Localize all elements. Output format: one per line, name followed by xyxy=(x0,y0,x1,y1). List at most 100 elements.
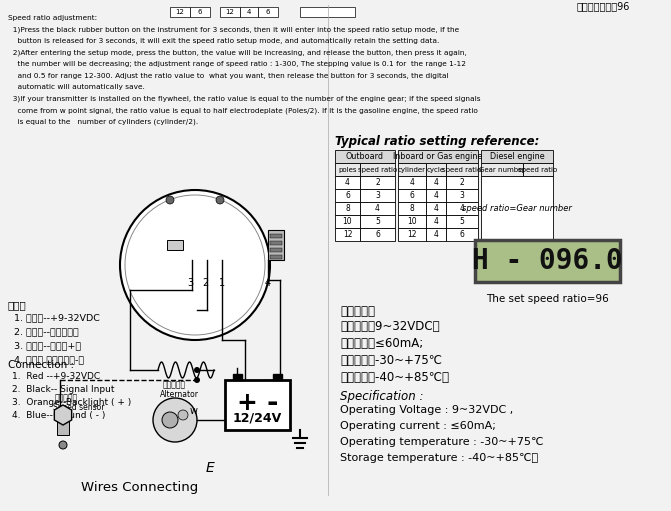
Text: 3: 3 xyxy=(460,191,464,200)
Text: 6: 6 xyxy=(198,9,202,15)
Text: 4.  Blue--Ground ( - ): 4. Blue--Ground ( - ) xyxy=(12,411,105,420)
Text: Operating Voltage : 9~32VDC ,: Operating Voltage : 9~32VDC , xyxy=(340,405,513,415)
Circle shape xyxy=(120,190,270,340)
Text: 4: 4 xyxy=(460,204,464,213)
Text: 2: 2 xyxy=(460,178,464,187)
Text: speed ratio: speed ratio xyxy=(442,167,482,173)
Bar xyxy=(335,202,360,215)
Circle shape xyxy=(178,410,188,420)
Bar xyxy=(335,189,360,202)
Text: automatic will automatically save.: automatic will automatically save. xyxy=(8,84,145,90)
Text: is equal to the   number of cylinders (cylinder/2).: is equal to the number of cylinders (cyl… xyxy=(8,119,198,125)
Bar xyxy=(398,228,426,241)
Bar xyxy=(233,374,242,380)
Text: speed ratio=Gear number: speed ratio=Gear number xyxy=(462,204,572,213)
Text: 接线：: 接线： xyxy=(8,300,27,310)
Bar xyxy=(446,189,478,202)
Bar xyxy=(268,230,284,260)
Bar xyxy=(398,189,426,202)
Text: 交流发电机: 交流发电机 xyxy=(163,380,186,389)
Text: 存储温度：-40~+85℃。: 存储温度：-40~+85℃。 xyxy=(340,371,449,384)
Text: 转速传感器: 转速传感器 xyxy=(55,393,78,402)
Bar xyxy=(426,176,446,189)
Bar xyxy=(360,202,395,215)
Circle shape xyxy=(166,196,174,204)
Text: button is released for 3 seconds, it will exit the speed ratio setup mode, and a: button is released for 3 seconds, it wil… xyxy=(8,38,440,44)
Text: 12: 12 xyxy=(343,230,352,239)
Text: cylinder: cylinder xyxy=(398,167,426,173)
Bar xyxy=(481,176,553,241)
Bar xyxy=(398,176,426,189)
Text: 4: 4 xyxy=(375,204,380,213)
Text: poles: poles xyxy=(338,167,357,173)
Bar xyxy=(523,163,553,176)
Text: H - 096.0: H - 096.0 xyxy=(472,247,623,275)
Text: 12: 12 xyxy=(225,9,234,15)
Text: Speed ratio adjustment:: Speed ratio adjustment: xyxy=(8,15,97,21)
Bar xyxy=(426,202,446,215)
Bar xyxy=(426,189,446,202)
Text: 12/24V: 12/24V xyxy=(233,411,282,424)
Bar xyxy=(398,163,426,176)
Bar xyxy=(481,163,523,176)
Text: 1. 红色线--+9-32VDC: 1. 红色线--+9-32VDC xyxy=(14,313,100,322)
Text: Inboard or Gas engine: Inboard or Gas engine xyxy=(393,152,482,161)
Text: 工作电流：≤60mA;: 工作电流：≤60mA; xyxy=(340,337,423,350)
Bar xyxy=(270,234,282,238)
Text: 6: 6 xyxy=(266,9,270,15)
Text: 6: 6 xyxy=(375,230,380,239)
Text: Alternator: Alternator xyxy=(160,390,199,399)
Text: 1)Press the black rubber button on the instrument for 3 seconds, then it will en: 1)Press the black rubber button on the i… xyxy=(8,27,459,33)
Circle shape xyxy=(194,377,200,383)
Text: Connection :: Connection : xyxy=(8,360,74,370)
Text: Outboard: Outboard xyxy=(346,152,384,161)
Bar xyxy=(481,150,553,163)
Text: 2. 黑色线--传感器信号: 2. 黑色线--传感器信号 xyxy=(14,327,79,336)
Text: 2)After entering the setup mode, press the button, the value will be increasing,: 2)After entering the setup mode, press t… xyxy=(8,50,467,56)
Text: 3: 3 xyxy=(375,191,380,200)
Bar xyxy=(170,7,190,17)
Text: 6: 6 xyxy=(409,191,415,200)
Bar xyxy=(446,228,478,241)
Text: 4: 4 xyxy=(345,178,350,187)
Text: 4: 4 xyxy=(433,191,438,200)
Bar xyxy=(398,215,426,228)
Text: 8: 8 xyxy=(409,204,415,213)
Circle shape xyxy=(59,441,67,449)
Text: Speed sensor: Speed sensor xyxy=(53,403,105,412)
Text: 4. 蓝色线 电源负极（-）: 4. 蓝色线 电源负极（-） xyxy=(14,355,84,364)
Text: 10: 10 xyxy=(343,217,352,226)
Text: Operating current : ≤60mA;: Operating current : ≤60mA; xyxy=(340,421,496,431)
Text: 工作温度：-30~+75℃: 工作温度：-30~+75℃ xyxy=(340,354,442,367)
Bar xyxy=(167,240,183,250)
Text: 6: 6 xyxy=(345,191,350,200)
Text: 技术参数：: 技术参数： xyxy=(340,305,375,318)
Text: 表示设量速比＝96: 表示设量速比＝96 xyxy=(576,1,630,11)
Text: cycle: cycle xyxy=(427,167,445,173)
Text: 4: 4 xyxy=(433,178,438,187)
Bar xyxy=(446,176,478,189)
Bar xyxy=(398,202,426,215)
Text: 4: 4 xyxy=(409,178,415,187)
Text: -: - xyxy=(266,388,278,416)
Text: 2.  Black-- Signal Input: 2. Black-- Signal Input xyxy=(12,385,115,394)
Bar xyxy=(446,163,478,176)
Text: Typical ratio setting reference:: Typical ratio setting reference: xyxy=(335,135,539,148)
Bar xyxy=(360,228,395,241)
Bar xyxy=(220,7,240,17)
Bar xyxy=(446,215,478,228)
Text: 1: 1 xyxy=(219,278,225,288)
Text: Operating temperature : -30~+75℃: Operating temperature : -30~+75℃ xyxy=(340,437,544,447)
Text: 12: 12 xyxy=(407,230,417,239)
Text: 12: 12 xyxy=(176,9,185,15)
Text: w: w xyxy=(190,406,198,416)
Bar xyxy=(240,7,258,17)
Bar xyxy=(270,248,282,252)
Bar xyxy=(57,420,69,435)
Text: 8: 8 xyxy=(345,204,350,213)
Bar xyxy=(360,215,395,228)
Circle shape xyxy=(194,367,200,373)
Text: Diesel engine: Diesel engine xyxy=(490,152,544,161)
Text: 3.  Orange--Backlight ( + ): 3. Orange--Backlight ( + ) xyxy=(12,398,132,407)
Polygon shape xyxy=(54,405,72,425)
